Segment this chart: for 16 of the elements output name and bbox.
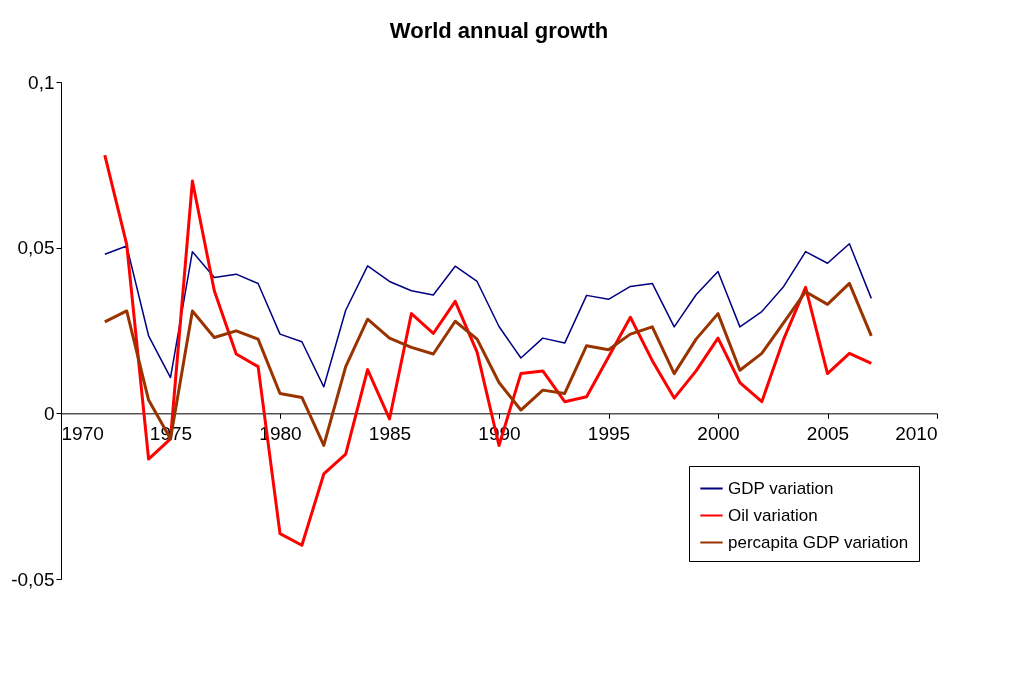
legend-label: Oil variation bbox=[728, 505, 818, 525]
x-tick-label: 1970 bbox=[61, 422, 104, 444]
y-tick-label: 0 bbox=[43, 402, 55, 424]
y-tick-label: 0,05 bbox=[17, 237, 55, 259]
y-tick-label: -0,05 bbox=[11, 568, 55, 590]
x-tick-label: 1985 bbox=[368, 422, 412, 444]
x-tick-label: 1995 bbox=[587, 422, 631, 444]
chart-title: World annual growth bbox=[389, 18, 609, 43]
x-tick-label: 2010 bbox=[895, 422, 938, 444]
x-tick-label: 2005 bbox=[806, 422, 850, 444]
y-tick-label: 0,1 bbox=[28, 71, 55, 93]
line-series bbox=[104, 242, 873, 388]
x-tick-label: 2000 bbox=[697, 422, 740, 444]
legend-label: percapita GDP variation bbox=[728, 532, 909, 552]
line-series bbox=[103, 281, 873, 447]
legend-label: GDP variation bbox=[728, 478, 834, 498]
